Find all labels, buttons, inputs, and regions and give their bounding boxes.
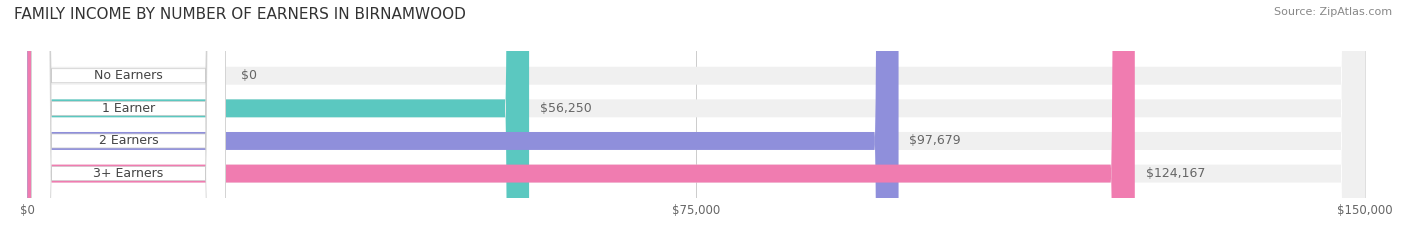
Text: $97,679: $97,679 — [910, 134, 960, 147]
FancyBboxPatch shape — [31, 0, 225, 233]
FancyBboxPatch shape — [28, 0, 529, 233]
Text: 2 Earners: 2 Earners — [98, 134, 159, 147]
FancyBboxPatch shape — [31, 0, 225, 233]
FancyBboxPatch shape — [31, 0, 225, 233]
FancyBboxPatch shape — [28, 0, 1135, 233]
FancyBboxPatch shape — [28, 0, 1365, 233]
Text: $0: $0 — [242, 69, 257, 82]
FancyBboxPatch shape — [28, 0, 1365, 233]
FancyBboxPatch shape — [28, 0, 898, 233]
Text: $124,167: $124,167 — [1146, 167, 1205, 180]
Text: Source: ZipAtlas.com: Source: ZipAtlas.com — [1274, 7, 1392, 17]
Text: 1 Earner: 1 Earner — [101, 102, 155, 115]
FancyBboxPatch shape — [28, 0, 1365, 233]
Text: 3+ Earners: 3+ Earners — [93, 167, 163, 180]
FancyBboxPatch shape — [28, 0, 1365, 233]
Text: FAMILY INCOME BY NUMBER OF EARNERS IN BIRNAMWOOD: FAMILY INCOME BY NUMBER OF EARNERS IN BI… — [14, 7, 465, 22]
FancyBboxPatch shape — [31, 0, 225, 233]
Text: No Earners: No Earners — [94, 69, 163, 82]
Text: $56,250: $56,250 — [540, 102, 592, 115]
